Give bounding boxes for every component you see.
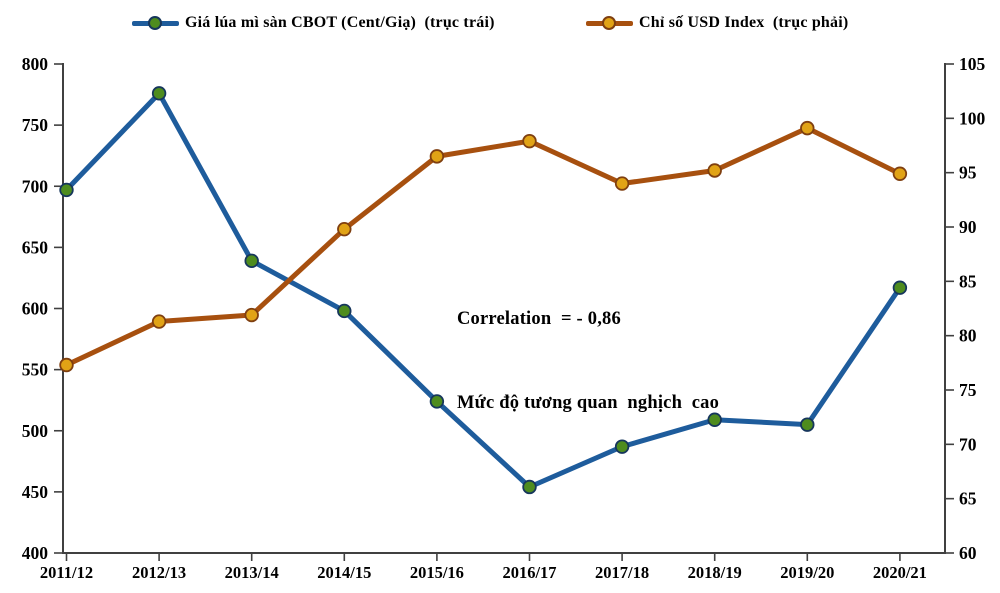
data-point-marker <box>522 479 537 495</box>
right-axis-tick-label: 105 <box>959 54 986 74</box>
data-point-marker <box>892 280 908 295</box>
data-point-marker <box>59 357 74 373</box>
legend-label-cbot: Giá lúa mì sàn CBOT (Cent/Giạ) (trục trá… <box>185 14 495 31</box>
legend-swatch-cbot <box>132 16 179 30</box>
data-point-marker <box>614 439 630 454</box>
left-axis-tick-label: 550 <box>22 360 49 380</box>
correlation-desc-text: Mức độ tương quan nghịch cao <box>457 393 720 413</box>
right-axis-tick-label: 95 <box>959 163 977 183</box>
data-point-marker <box>244 307 259 323</box>
right-axis-tick-label: 85 <box>959 271 977 291</box>
x-axis-tick-label: 2018/19 <box>688 563 742 582</box>
left-axis-tick-label: 750 <box>22 115 49 135</box>
circle-marker-icon <box>148 16 162 30</box>
right-axis-tick-label: 65 <box>959 489 977 509</box>
left-axis-tick-label: 500 <box>22 421 49 441</box>
circle-marker-icon <box>602 16 616 30</box>
right-axis-tick-label: 75 <box>959 380 977 400</box>
correlation-value-text: Correlation = - 0,86 <box>457 309 621 329</box>
x-axis-tick-label: 2013/14 <box>225 563 279 582</box>
legend-swatch-usd <box>586 16 633 30</box>
left-axis-tick-label: 700 <box>22 176 49 196</box>
legend: Giá lúa mì sàn CBOT (Cent/Giạ) (trục trá… <box>0 0 1000 42</box>
data-point-marker <box>892 166 908 181</box>
data-point-marker <box>707 163 722 178</box>
legend-item-usd-index: Chỉ số USD Index (trục phải) <box>586 14 848 32</box>
x-axis-tick-label: 2020/21 <box>873 563 927 582</box>
data-point-marker <box>429 149 445 164</box>
left-axis-tick-label: 450 <box>22 482 49 502</box>
x-axis-tick-label: 2012/13 <box>132 563 186 582</box>
left-axis-tick-label: 400 <box>22 543 49 563</box>
legend-label-usd: Chỉ số USD Index (trục phải) <box>639 14 849 31</box>
data-point-marker <box>151 86 167 101</box>
right-axis-tick-label: 70 <box>959 434 977 454</box>
right-axis-tick-label: 80 <box>959 326 977 346</box>
data-point-marker <box>337 221 352 237</box>
data-point-marker <box>337 303 352 319</box>
data-point-marker <box>244 253 259 269</box>
x-axis-tick-label: 2014/15 <box>317 563 371 582</box>
data-point-marker <box>59 182 74 198</box>
data-point-marker <box>151 314 167 329</box>
x-axis-tick-label: 2011/12 <box>40 563 93 582</box>
right-axis-tick-label: 60 <box>959 543 977 563</box>
x-axis-tick-label: 2017/18 <box>595 563 649 582</box>
data-point-marker <box>429 394 445 409</box>
data-point-marker <box>522 133 537 149</box>
series-line-usd-index <box>64 125 903 368</box>
left-axis-tick-label: 600 <box>22 299 49 319</box>
left-axis-tick-label: 800 <box>22 54 49 74</box>
x-axis-tick-label: 2016/17 <box>502 563 556 582</box>
data-point-marker <box>800 120 815 136</box>
right-axis-tick-label: 90 <box>959 217 977 237</box>
x-axis-tick-label: 2019/20 <box>780 563 834 582</box>
legend-item-cbot-wheat: Giá lúa mì sàn CBOT (Cent/Giạ) (trục trá… <box>132 14 495 32</box>
left-axis-tick-label: 650 <box>22 237 49 257</box>
x-axis-tick-label: 2015/16 <box>410 563 464 582</box>
data-point-marker <box>707 412 722 427</box>
data-point-marker <box>800 417 815 432</box>
right-axis-tick-label: 100 <box>959 108 986 128</box>
correlation-annotation: Correlation = - 0,86 Mức độ tương quan n… <box>457 249 719 473</box>
data-point-marker <box>614 176 630 191</box>
series-line-cbot-wheat <box>64 90 903 490</box>
